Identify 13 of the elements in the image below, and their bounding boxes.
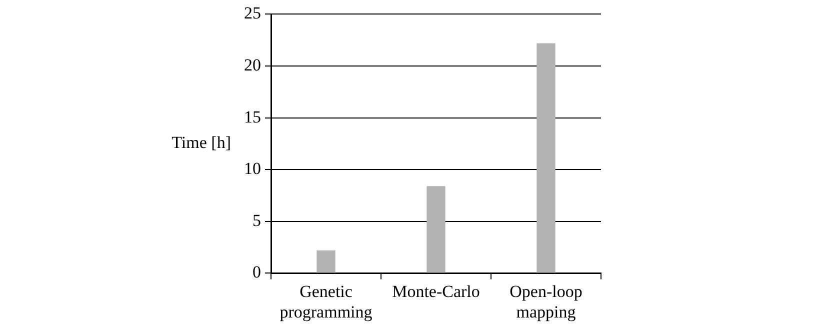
y-axis-title: Time [h] <box>172 133 231 152</box>
y-tick-label: 20 <box>244 55 261 74</box>
y-tick-label: 5 <box>252 210 261 230</box>
bar <box>536 43 556 273</box>
y-tick-label: 10 <box>244 159 261 178</box>
bar <box>426 186 446 273</box>
y-tick-label: 15 <box>244 107 261 126</box>
bar <box>316 250 336 273</box>
y-tick-label: 25 <box>244 4 261 23</box>
x-tick-label: Open-loop mapping <box>510 282 582 322</box>
x-tick-label: Monte-Carlo <box>392 282 480 301</box>
y-tick-label: 0 <box>252 262 261 282</box>
x-tick-label: Genetic programming <box>280 282 373 322</box>
